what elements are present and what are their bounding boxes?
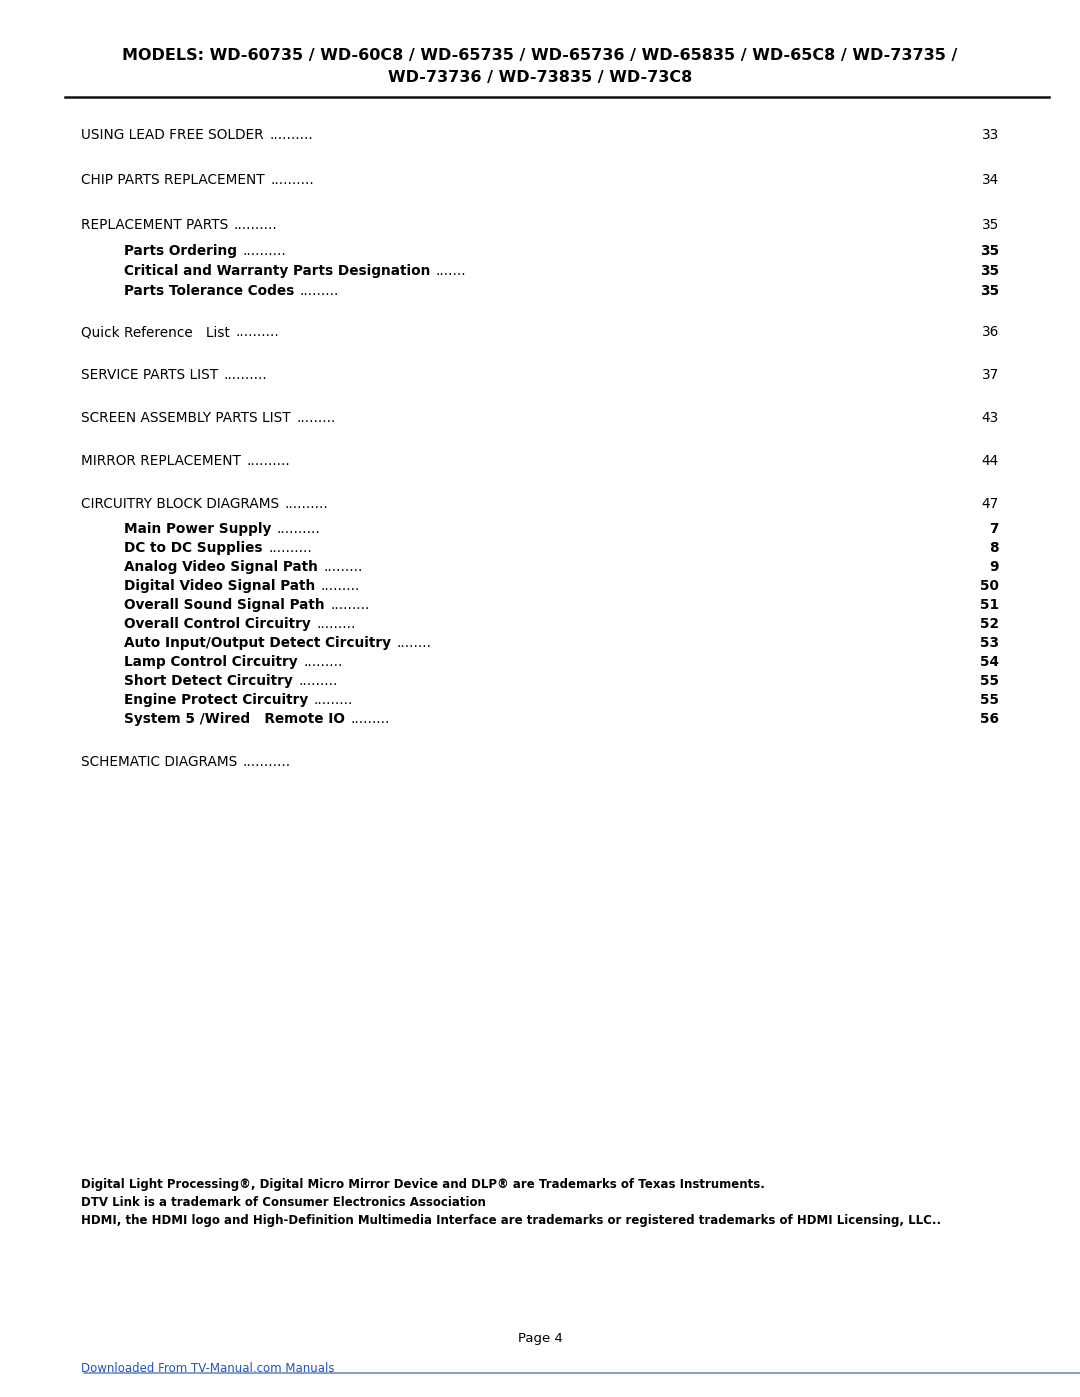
Text: 50: 50 bbox=[981, 578, 999, 592]
Text: ...........: ........... bbox=[243, 754, 291, 768]
Text: Digital Video Signal Path: Digital Video Signal Path bbox=[124, 578, 315, 592]
Text: 37: 37 bbox=[982, 367, 999, 381]
Text: .........: ......... bbox=[321, 578, 361, 592]
Text: REPLACEMENT PARTS: REPLACEMENT PARTS bbox=[81, 218, 228, 232]
Text: Main Power Supply: Main Power Supply bbox=[124, 522, 271, 536]
Text: MODELS: WD-60735 / WD-60C8 / WD-65735 / WD-65736 / WD-65835 / WD-65C8 / WD-73735: MODELS: WD-60735 / WD-60C8 / WD-65735 / … bbox=[122, 47, 958, 63]
Text: Digital Light Processing®, Digital Micro Mirror Device and DLP® are Trademarks o: Digital Light Processing®, Digital Micro… bbox=[81, 1178, 765, 1192]
Text: 35: 35 bbox=[980, 284, 999, 298]
Text: 53: 53 bbox=[980, 636, 999, 650]
Text: 7: 7 bbox=[989, 522, 999, 536]
Text: Analog Video Signal Path: Analog Video Signal Path bbox=[124, 560, 319, 574]
Text: .........: ......... bbox=[314, 693, 353, 707]
Text: WD-73736 / WD-73835 / WD-73C8: WD-73736 / WD-73835 / WD-73C8 bbox=[388, 70, 692, 85]
Text: .........: ......... bbox=[316, 617, 355, 631]
Text: HDMI, the HDMI logo and High-Definition Multimedia Interface are trademarks or r: HDMI, the HDMI logo and High-Definition … bbox=[81, 1214, 941, 1227]
Text: Downloaded From TV-Manual.com Manuals: Downloaded From TV-Manual.com Manuals bbox=[81, 1362, 335, 1375]
Text: ..........: .......... bbox=[269, 129, 313, 142]
Text: Lamp Control Circuitry: Lamp Control Circuitry bbox=[124, 655, 298, 669]
Text: Auto Input/Output Detect Circuitry: Auto Input/Output Detect Circuitry bbox=[124, 636, 391, 650]
Text: .........: ......... bbox=[298, 673, 338, 687]
Text: ..........: .......... bbox=[270, 173, 314, 187]
Text: Critical and Warranty Parts Designation: Critical and Warranty Parts Designation bbox=[124, 264, 431, 278]
Text: .........: ......... bbox=[330, 598, 369, 612]
Text: ..........: .......... bbox=[243, 244, 286, 258]
Text: SCREEN ASSEMBLY PARTS LIST: SCREEN ASSEMBLY PARTS LIST bbox=[81, 411, 291, 425]
Text: 43: 43 bbox=[982, 411, 999, 425]
Text: .........: ......... bbox=[303, 655, 342, 669]
Text: .......: ....... bbox=[436, 264, 467, 278]
Text: ..........: .......... bbox=[284, 497, 328, 511]
Text: Engine Protect Circuitry: Engine Protect Circuitry bbox=[124, 693, 309, 707]
Text: SERVICE PARTS LIST: SERVICE PARTS LIST bbox=[81, 367, 218, 381]
Text: ..........: .......... bbox=[246, 454, 291, 468]
Text: 35: 35 bbox=[980, 244, 999, 258]
Text: 35: 35 bbox=[982, 218, 999, 232]
Text: Parts Ordering: Parts Ordering bbox=[124, 244, 238, 258]
Text: Quick Reference   List: Quick Reference List bbox=[81, 326, 230, 339]
Text: .........: ......... bbox=[351, 712, 390, 726]
Text: Page 4: Page 4 bbox=[517, 1331, 563, 1345]
Text: 8: 8 bbox=[989, 541, 999, 555]
Text: 56: 56 bbox=[980, 712, 999, 726]
Text: 55: 55 bbox=[980, 673, 999, 687]
Text: 34: 34 bbox=[982, 173, 999, 187]
Text: System 5 /Wired   Remote IO: System 5 /Wired Remote IO bbox=[124, 712, 346, 726]
Text: 36: 36 bbox=[982, 326, 999, 339]
Text: Parts Tolerance Codes: Parts Tolerance Codes bbox=[124, 284, 295, 298]
Text: .........: ......... bbox=[324, 560, 363, 574]
Text: ..........: .......... bbox=[224, 367, 267, 381]
Text: .........: ......... bbox=[296, 411, 336, 425]
Text: 55: 55 bbox=[980, 693, 999, 707]
Text: ..........: .......... bbox=[235, 326, 279, 339]
Text: 35: 35 bbox=[980, 264, 999, 278]
Text: Overall Sound Signal Path: Overall Sound Signal Path bbox=[124, 598, 325, 612]
Text: MIRROR REPLACEMENT: MIRROR REPLACEMENT bbox=[81, 454, 241, 468]
Text: 52: 52 bbox=[980, 617, 999, 631]
Text: ..........: .......... bbox=[233, 218, 278, 232]
Text: ..........: .......... bbox=[268, 541, 312, 555]
Text: Short Detect Circuitry: Short Detect Circuitry bbox=[124, 673, 293, 687]
Text: SCHEMATIC DIAGRAMS: SCHEMATIC DIAGRAMS bbox=[81, 754, 238, 768]
Text: DC to DC Supplies: DC to DC Supplies bbox=[124, 541, 262, 555]
Text: 51: 51 bbox=[980, 598, 999, 612]
Text: USING LEAD FREE SOLDER: USING LEAD FREE SOLDER bbox=[81, 129, 264, 142]
Text: ..........: .......... bbox=[276, 522, 321, 536]
Text: 47: 47 bbox=[982, 497, 999, 511]
Text: Overall Control Circuitry: Overall Control Circuitry bbox=[124, 617, 311, 631]
Text: 9: 9 bbox=[989, 560, 999, 574]
Text: DTV Link is a trademark of Consumer Electronics Association: DTV Link is a trademark of Consumer Elec… bbox=[81, 1196, 486, 1208]
Text: 33: 33 bbox=[982, 129, 999, 142]
Text: CHIP PARTS REPLACEMENT: CHIP PARTS REPLACEMENT bbox=[81, 173, 265, 187]
Text: ........: ........ bbox=[396, 636, 432, 650]
Text: 54: 54 bbox=[980, 655, 999, 669]
Text: CIRCUITRY BLOCK DIAGRAMS: CIRCUITRY BLOCK DIAGRAMS bbox=[81, 497, 279, 511]
Text: 44: 44 bbox=[982, 454, 999, 468]
Text: .........: ......... bbox=[300, 284, 339, 298]
